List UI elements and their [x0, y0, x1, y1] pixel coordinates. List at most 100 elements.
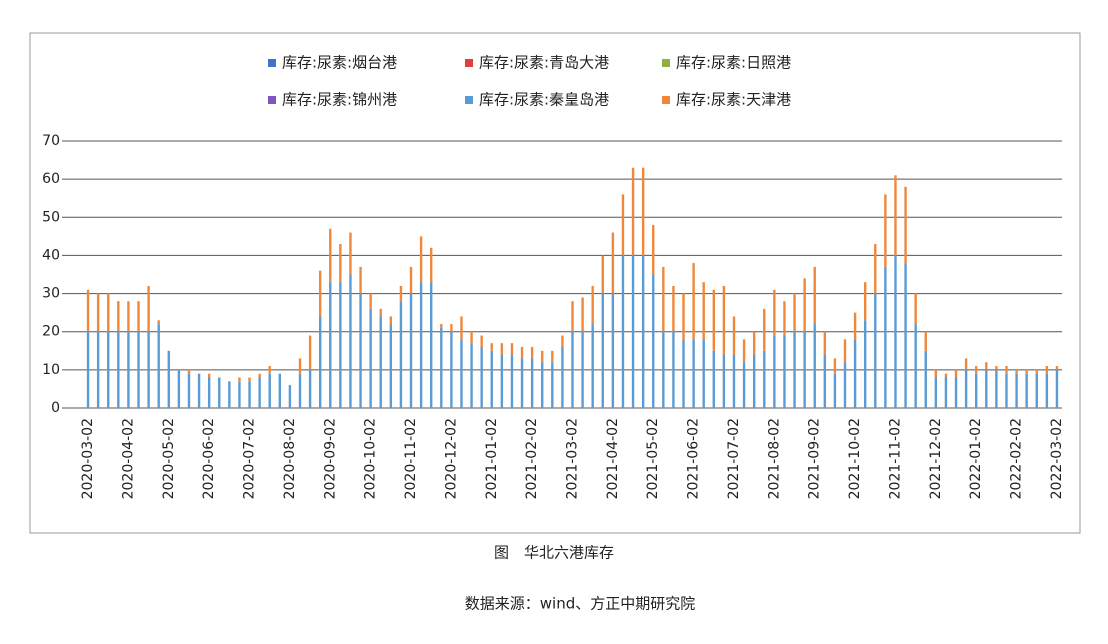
bar-segment — [339, 282, 342, 408]
bar-segment — [793, 331, 796, 408]
x-tick-label: 2022-01-02 — [968, 418, 984, 499]
bar-segment — [561, 335, 564, 347]
bar-segment — [934, 369, 938, 378]
x-tick-label: 2020-06-02 — [201, 418, 217, 499]
bar-segment — [399, 285, 403, 302]
bar-segment — [197, 373, 201, 408]
x-tick-label: 2021-02-02 — [524, 418, 540, 499]
bar-segment — [944, 377, 948, 408]
bar-segment — [318, 270, 322, 317]
bar-segment — [258, 377, 261, 408]
x-tick-label: 2020-11-02 — [403, 418, 419, 499]
bar-segment — [359, 266, 362, 294]
bar-segment — [995, 366, 998, 370]
bar-segment — [1005, 366, 1008, 374]
legend-label: 库存:尿素:日照港 — [676, 54, 791, 72]
bar-segment — [843, 339, 847, 363]
bar-segment — [228, 381, 231, 408]
bar-segment — [995, 369, 998, 408]
bar-segment — [601, 293, 604, 408]
legend-label: 库存:尿素:秦皇岛港 — [479, 91, 609, 109]
bar-segment — [702, 282, 705, 340]
legend-label: 库存:尿素:烟台港 — [282, 54, 397, 72]
bar-segment — [752, 354, 756, 408]
bar-segment — [924, 350, 927, 408]
bar-segment — [167, 350, 170, 408]
bar-segment — [843, 362, 847, 408]
bar-segment — [732, 354, 736, 408]
bar-segment — [985, 362, 988, 370]
bar-segment — [1035, 373, 1038, 408]
bar-segment — [207, 377, 211, 408]
bar-segment — [702, 339, 705, 408]
bar-segment — [117, 301, 120, 332]
bar-segment — [803, 331, 806, 408]
bar-segment — [732, 316, 736, 355]
bar-segment — [571, 331, 574, 408]
bar-segment — [86, 289, 90, 332]
bar-segment — [722, 354, 726, 408]
bar-segment — [187, 369, 191, 374]
bar-segment — [480, 335, 483, 347]
x-tick-label: 2021-06-02 — [686, 418, 702, 499]
bar-segment — [682, 339, 685, 408]
bar-segment — [712, 350, 715, 408]
y-tick-label: 40 — [42, 247, 60, 263]
bar-segment — [450, 324, 453, 332]
bar-segment — [258, 373, 261, 378]
bar-segment — [944, 373, 948, 378]
bar-segment — [470, 331, 473, 344]
bar-segment — [369, 308, 372, 408]
bar-segment — [329, 228, 332, 283]
bar-segment — [611, 232, 615, 294]
bar-segment — [218, 377, 221, 408]
bar-segment — [440, 327, 443, 408]
bar-segment — [722, 285, 726, 355]
bar-segment — [117, 331, 120, 408]
bar-segment — [288, 385, 292, 408]
bar-segment — [308, 335, 312, 370]
legend-swatch — [465, 96, 473, 104]
bar-segment — [1055, 369, 1059, 408]
bar-segment — [601, 255, 604, 294]
bar-segment — [520, 358, 524, 408]
bar-segment — [894, 255, 897, 408]
bar-segment — [349, 274, 352, 408]
bar-segment — [783, 335, 786, 408]
bar-segment — [551, 350, 554, 363]
bar-segment — [530, 346, 534, 359]
bar-segment — [964, 369, 968, 408]
x-tick-label: 2021-07-02 — [726, 418, 742, 499]
legend-label: 库存:尿素:青岛大港 — [479, 54, 609, 72]
bar-segment — [460, 339, 463, 408]
bar-segment — [127, 301, 130, 332]
bar-segment — [884, 194, 887, 267]
bar-segment — [813, 324, 816, 408]
bar-segment — [430, 282, 433, 408]
bar-segment — [177, 369, 181, 408]
bar-segment — [813, 266, 816, 325]
bar-segment — [369, 293, 372, 309]
bar-segment — [1015, 373, 1018, 408]
chart-title: 图 华北六港库存 — [494, 544, 614, 562]
x-tick-label: 2021-05-02 — [645, 418, 661, 499]
bar-segment — [107, 331, 110, 408]
x-tick-label: 2021-03-02 — [565, 418, 581, 499]
bar-segment — [561, 346, 564, 408]
x-tick-label: 2020-05-02 — [161, 418, 177, 499]
bar-segment — [349, 232, 352, 275]
bar-segment — [975, 373, 978, 408]
bar-segment — [520, 346, 524, 359]
bar-segment — [904, 263, 907, 408]
bar-segment — [823, 331, 827, 355]
bar-segment — [904, 186, 907, 264]
source-note: 数据来源：wind、方正中期研究院 — [465, 595, 695, 613]
y-tick-label: 10 — [42, 362, 60, 378]
bar-segment — [884, 266, 887, 408]
bar-segment — [440, 324, 443, 328]
bar-segment — [187, 373, 191, 408]
bar-segment — [793, 293, 796, 332]
bar-segment — [450, 331, 453, 408]
bar-segment — [96, 331, 100, 408]
